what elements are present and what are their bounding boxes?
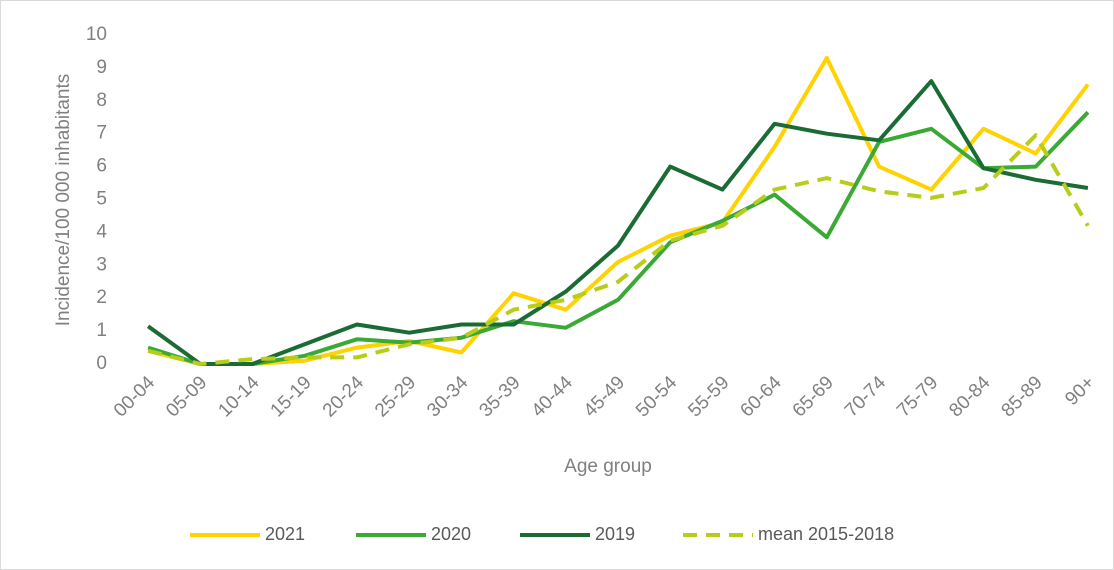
y-tick-label: 8 — [96, 90, 107, 111]
x-tick-label: 35-39 — [475, 372, 524, 421]
y-axis-label: Incidence/100 000 inhabitants — [53, 74, 74, 326]
x-tick-label: 80-84 — [945, 372, 995, 422]
y-tick-label: 2 — [96, 287, 107, 308]
series-line — [146, 79, 1089, 366]
x-tick-label: 40-44 — [528, 372, 578, 422]
x-tick-label: 90+ — [1061, 372, 1099, 410]
x-tick-label: 55-59 — [684, 372, 733, 421]
x-tick-label: 45-49 — [580, 372, 629, 421]
legend-label: 2021 — [265, 524, 305, 544]
x-tick-label: 15-19 — [267, 372, 316, 421]
y-tick-label: 7 — [96, 123, 107, 144]
x-tick-label: 65-69 — [789, 372, 838, 421]
y-tick-label: 6 — [96, 156, 107, 177]
y-tick-label: 5 — [96, 189, 107, 210]
legend-label: mean 2015-2018 — [758, 524, 894, 544]
legend-label: 2020 — [431, 524, 471, 544]
x-tick-label: 60-64 — [736, 372, 786, 422]
x-tick-label: 05-09 — [162, 372, 211, 421]
series-line — [147, 56, 1090, 366]
x-tick-label: 85-89 — [998, 372, 1047, 421]
x-tick-label: 00-04 — [110, 372, 160, 422]
x-tick-label: 50-54 — [632, 372, 682, 422]
x-tick-label: 25-29 — [371, 372, 420, 421]
legend-label: 2019 — [595, 524, 635, 544]
x-tick-label: 30-34 — [423, 372, 473, 422]
x-tick-label: 70-74 — [841, 372, 891, 422]
x-tick-label: 20-24 — [319, 372, 369, 422]
series-line — [147, 110, 1090, 366]
series-line — [147, 133, 1090, 366]
y-tick-label: 9 — [96, 57, 107, 78]
x-axis-label: Age group — [564, 456, 652, 477]
y-tick-label: 10 — [86, 24, 107, 45]
y-tick-label: 4 — [96, 221, 107, 242]
y-tick-label: 1 — [96, 320, 107, 341]
x-tick-label: 75-79 — [893, 372, 942, 421]
y-tick-label: 0 — [96, 353, 107, 374]
y-tick-label: 3 — [96, 254, 107, 275]
x-tick-label: 10-14 — [214, 372, 264, 422]
